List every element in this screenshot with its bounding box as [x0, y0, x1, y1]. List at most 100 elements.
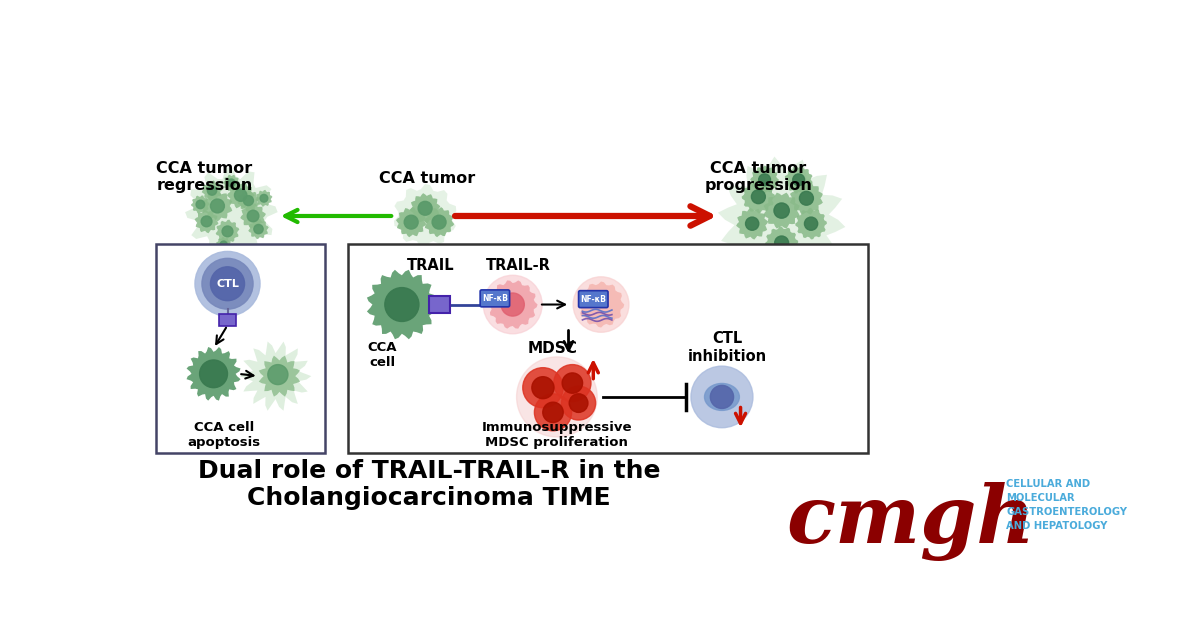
Polygon shape [202, 180, 222, 201]
FancyBboxPatch shape [156, 244, 325, 453]
FancyBboxPatch shape [480, 290, 510, 307]
Circle shape [260, 195, 268, 202]
FancyBboxPatch shape [220, 313, 235, 326]
Circle shape [574, 277, 629, 332]
Circle shape [208, 186, 217, 195]
Text: NF-κB: NF-κB [482, 294, 508, 303]
Polygon shape [256, 190, 272, 207]
Polygon shape [763, 193, 799, 229]
Circle shape [385, 288, 419, 322]
Polygon shape [216, 237, 232, 252]
Polygon shape [767, 248, 796, 276]
Circle shape [432, 216, 446, 229]
Circle shape [751, 190, 766, 204]
Polygon shape [488, 281, 538, 329]
Polygon shape [186, 347, 240, 401]
Polygon shape [185, 166, 277, 258]
Circle shape [502, 293, 524, 316]
Circle shape [484, 276, 542, 334]
Circle shape [774, 203, 790, 218]
Polygon shape [216, 219, 239, 243]
Text: cmgh: cmgh [787, 482, 1036, 561]
Polygon shape [785, 166, 812, 193]
Circle shape [745, 217, 758, 230]
Circle shape [775, 236, 788, 250]
Polygon shape [238, 190, 259, 212]
Polygon shape [223, 174, 240, 191]
Circle shape [562, 386, 595, 420]
Circle shape [553, 365, 590, 401]
Circle shape [220, 241, 227, 248]
Text: CTL: CTL [216, 279, 239, 289]
Polygon shape [766, 226, 798, 259]
Circle shape [234, 189, 247, 202]
Circle shape [523, 368, 563, 408]
Polygon shape [750, 166, 779, 194]
Circle shape [799, 191, 814, 205]
Polygon shape [394, 184, 456, 248]
Polygon shape [736, 208, 768, 240]
Circle shape [404, 216, 418, 229]
Text: CCA
cell: CCA cell [367, 341, 397, 368]
FancyBboxPatch shape [348, 244, 869, 453]
Circle shape [202, 216, 212, 227]
Circle shape [228, 179, 235, 186]
Polygon shape [194, 209, 218, 233]
Text: CCA tumor
regression: CCA tumor regression [156, 161, 252, 193]
Circle shape [758, 174, 770, 186]
Polygon shape [191, 195, 210, 214]
Text: TRAIL: TRAIL [407, 258, 455, 273]
Polygon shape [227, 182, 254, 209]
Circle shape [202, 258, 253, 309]
Polygon shape [203, 190, 233, 221]
Circle shape [196, 200, 205, 209]
Text: Immunosuppressive
MDSC proliferation: Immunosuppressive MDSC proliferation [481, 420, 632, 449]
Polygon shape [578, 281, 624, 327]
Text: CCA tumor
progression: CCA tumor progression [704, 161, 812, 193]
Circle shape [244, 195, 253, 205]
Circle shape [710, 386, 733, 408]
Circle shape [210, 199, 224, 213]
Polygon shape [718, 157, 845, 283]
Circle shape [691, 366, 752, 428]
Text: TRAIL-R: TRAIL-R [486, 258, 551, 273]
Circle shape [542, 402, 563, 423]
Circle shape [804, 217, 817, 230]
FancyBboxPatch shape [578, 291, 608, 308]
Polygon shape [248, 219, 269, 240]
Text: CELLULAR AND
MOLECULAR
GASTROENTEROLOGY
AND HEPATOLOGY: CELLULAR AND MOLECULAR GASTROENTEROLOGY … [1007, 479, 1127, 532]
Polygon shape [259, 356, 300, 397]
Circle shape [418, 202, 432, 216]
Circle shape [534, 394, 571, 431]
Polygon shape [410, 193, 440, 223]
Circle shape [268, 365, 288, 385]
Circle shape [199, 360, 228, 387]
Circle shape [194, 252, 260, 316]
Polygon shape [424, 207, 455, 237]
Polygon shape [796, 208, 827, 240]
Circle shape [569, 394, 588, 413]
Circle shape [210, 267, 245, 301]
Ellipse shape [704, 384, 739, 410]
Circle shape [247, 210, 259, 222]
Text: CCA cell
apoptosis: CCA cell apoptosis [187, 420, 260, 449]
Circle shape [775, 257, 787, 268]
Polygon shape [240, 341, 311, 411]
Circle shape [516, 357, 598, 437]
Polygon shape [240, 204, 266, 229]
FancyBboxPatch shape [428, 296, 450, 313]
Text: NF-κB: NF-κB [581, 295, 606, 303]
Circle shape [254, 224, 263, 234]
Text: Dual role of TRAIL-TRAIL-R in the
Cholangiocarcinoma TIME: Dual role of TRAIL-TRAIL-R in the Cholan… [198, 459, 660, 510]
Polygon shape [396, 207, 426, 237]
Text: MDSC: MDSC [528, 341, 578, 356]
Text: CCA tumor: CCA tumor [379, 171, 475, 186]
Polygon shape [742, 180, 775, 214]
Circle shape [562, 373, 583, 393]
Text: CTL
inhibition: CTL inhibition [688, 331, 767, 364]
Circle shape [222, 226, 233, 237]
Polygon shape [790, 182, 823, 215]
Circle shape [793, 174, 805, 186]
Circle shape [532, 377, 554, 399]
Polygon shape [367, 270, 437, 339]
